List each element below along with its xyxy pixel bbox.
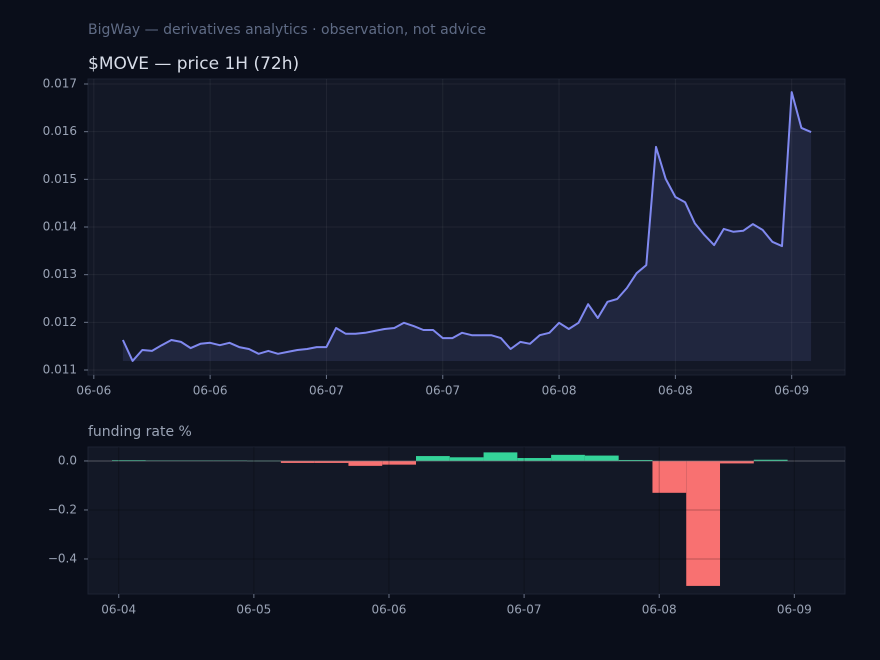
x-tick-label: 06-08 <box>642 603 677 617</box>
funding-bar <box>551 454 585 461</box>
y-tick-label: 0.013 <box>43 267 77 281</box>
area <box>122 92 812 361</box>
funding-bar <box>382 460 416 465</box>
y-tick-label: 0.0 <box>58 453 77 467</box>
funding-bar <box>686 460 721 586</box>
funding-bar <box>348 460 383 466</box>
x-tick-label: 06-08 <box>658 384 693 398</box>
funding-bar <box>415 456 450 461</box>
funding-bar <box>314 460 349 463</box>
x-tick-label: 06-08 <box>542 384 577 398</box>
x-tick-label: 06-09 <box>777 603 812 617</box>
y-tick-label: 0.016 <box>43 124 77 138</box>
funding-bar <box>483 452 518 461</box>
y-tick-label: −0.4 <box>48 551 77 565</box>
funding-bar <box>753 459 788 461</box>
funding-bar <box>652 460 687 493</box>
x-tick-label: 06-06 <box>193 384 228 398</box>
funding-bar <box>618 459 653 461</box>
x-tick-label: 06-05 <box>236 603 271 617</box>
y-tick-label: 0.014 <box>43 220 77 234</box>
plot-area <box>87 78 846 376</box>
y-tick-label: 0.012 <box>43 315 77 329</box>
y-tick-label: −0.2 <box>48 502 77 516</box>
x-tick-label: 06-07 <box>309 384 344 398</box>
funding-bar <box>280 460 315 463</box>
x-tick-label: 06-04 <box>101 603 136 617</box>
x-tick-label: 06-07 <box>425 384 460 398</box>
x-tick-label: 06-06 <box>372 603 407 617</box>
funding-bar <box>584 455 619 461</box>
plot-area <box>87 446 846 595</box>
price-line <box>121 91 812 362</box>
chart-title: $MOVE — price 1H (72h) <box>88 54 299 74</box>
funding-bar <box>449 457 484 461</box>
x-tick-label: 06-06 <box>76 384 111 398</box>
y-tick-label: 0.017 <box>43 77 77 91</box>
header: BigWay — derivatives analytics · observa… <box>88 22 486 38</box>
x-tick-label: 06-07 <box>507 603 542 617</box>
y-tick-label: 0.015 <box>43 172 77 186</box>
y-tick-label: 0.011 <box>43 362 77 376</box>
x-tick-label: 06-09 <box>774 384 809 398</box>
funding-bar <box>720 460 754 464</box>
funding-bar <box>517 458 552 461</box>
chart-title: funding rate % <box>88 424 192 440</box>
